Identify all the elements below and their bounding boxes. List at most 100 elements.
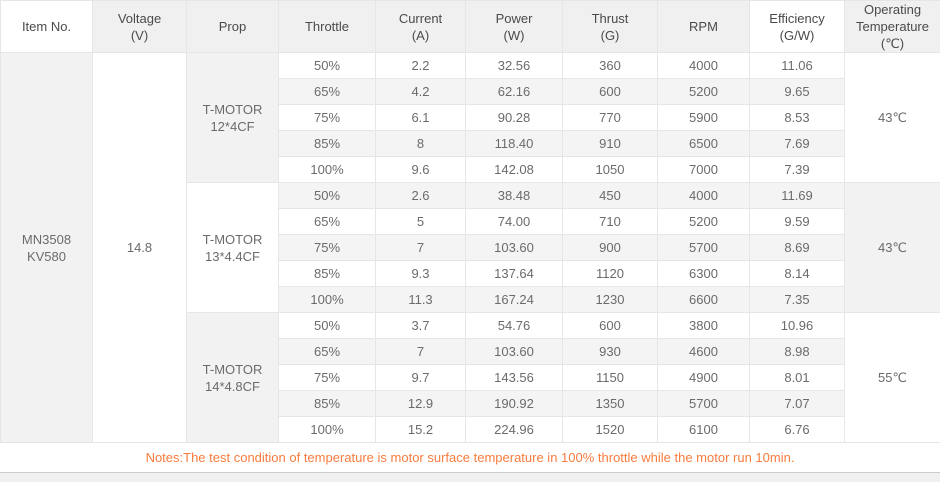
table-row: 85% 12.9 190.92 1350 5700 7.07 <box>1 390 940 417</box>
table-row: 100% 9.6 142.08 1050 7000 7.39 <box>1 156 940 183</box>
current-cell: 2.6 <box>375 182 466 209</box>
throttle-cell: 75% <box>278 364 376 391</box>
thrust-cell: 1050 <box>562 156 658 183</box>
throttle-cell: 85% <box>278 130 376 157</box>
thrust-cell: 360 <box>562 52 658 79</box>
throttle-cell: 100% <box>278 286 376 313</box>
table-header: Item No. Voltage (V) Prop Throttle Current (A)… <box>0 0 940 53</box>
efficiency-cell: 7.35 <box>749 286 845 313</box>
column-header-throttle: Throttle <box>278 0 376 53</box>
table-row: 65% 4.2 62.16 600 5200 9.65 <box>1 78 940 105</box>
column-header-operating-temperature: Operating Temperature (℃) <box>844 0 940 53</box>
column-header-voltage: Voltage (V) <box>92 0 187 53</box>
table-row: 75% 9.7 143.56 1150 4900 8.01 <box>1 364 940 391</box>
temperature-cell: 55℃ <box>844 312 940 443</box>
throttle-cell: 50% <box>278 52 376 79</box>
thrust-cell: 600 <box>562 312 658 339</box>
current-cell: 6.1 <box>375 104 466 131</box>
thrust-cell: 900 <box>562 234 658 261</box>
bottom-strip <box>0 473 940 482</box>
rpm-cell: 4600 <box>657 338 750 365</box>
table-row: 65% 7 103.60 930 4600 8.98 <box>1 338 940 365</box>
column-header-efficiency: Efficiency (G/W) <box>749 0 845 53</box>
efficiency-cell: 8.69 <box>749 234 845 261</box>
rpm-cell: 4900 <box>657 364 750 391</box>
current-cell: 5 <box>375 208 466 235</box>
prop-cell: T-MOTOR 12*4CF <box>186 52 279 183</box>
throttle-cell: 50% <box>278 312 376 339</box>
power-cell: 38.48 <box>465 182 563 209</box>
power-cell: 62.16 <box>465 78 563 105</box>
notes-text: Notes:The test condition of temperature … <box>145 450 795 465</box>
notes-row: Notes:The test condition of temperature … <box>0 443 940 473</box>
efficiency-cell: 9.65 <box>749 78 845 105</box>
motor-spec-table: Item No. Voltage (V) Prop Throttle Current (A)… <box>0 0 940 443</box>
efficiency-cell: 8.01 <box>749 364 845 391</box>
power-cell: 90.28 <box>465 104 563 131</box>
thrust-cell: 1120 <box>562 260 658 287</box>
rpm-cell: 4000 <box>657 182 750 209</box>
table-row: T-MOTOR 13*4.4CF 50% 2.6 38.48 450 4000 11.69 43… <box>1 182 940 313</box>
current-cell: 11.3 <box>375 286 466 313</box>
throttle-cell: 75% <box>278 104 376 131</box>
header-row: Item No. Voltage (V) Prop Throttle Current (A)… <box>0 0 940 53</box>
throttle-cell: 100% <box>278 416 376 443</box>
efficiency-cell: 8.53 <box>749 104 845 131</box>
current-cell: 7 <box>375 234 466 261</box>
throttle-cell: 65% <box>278 208 376 235</box>
rpm-cell: 6300 <box>657 260 750 287</box>
column-header-prop: Prop <box>186 0 279 53</box>
efficiency-cell: 7.39 <box>749 156 845 183</box>
current-cell: 9.3 <box>375 260 466 287</box>
table-row: T-MOTOR 14*4.8CF 50% 3.7 54.76 600 3800 10.96 55… <box>1 312 940 443</box>
rpm-cell: 6600 <box>657 286 750 313</box>
thrust-cell: 1350 <box>562 390 658 417</box>
efficiency-cell: 10.96 <box>749 312 845 339</box>
table-row: 75% 6.1 90.28 770 5900 8.53 <box>1 104 940 131</box>
thrust-cell: 710 <box>562 208 658 235</box>
column-header-item-no: Item No. <box>0 0 93 53</box>
power-cell: 190.92 <box>465 390 563 417</box>
thrust-cell: 1520 <box>562 416 658 443</box>
power-cell: 224.96 <box>465 416 563 443</box>
efficiency-cell: 8.98 <box>749 338 845 365</box>
prop-cell: T-MOTOR 14*4.8CF <box>186 312 279 443</box>
thrust-cell: 930 <box>562 338 658 365</box>
throttle-cell: 75% <box>278 234 376 261</box>
efficiency-cell: 7.07 <box>749 390 845 417</box>
throttle-cell: 65% <box>278 78 376 105</box>
table-body: MN3508 KV580 14.8 T-MOTOR 12*4CF 50% 2.2 32.56 3… <box>0 52 940 443</box>
table-row: 75% 7 103.60 900 5700 8.69 <box>1 234 940 261</box>
current-cell: 15.2 <box>375 416 466 443</box>
table-row: 100% 15.2 224.96 1520 6100 6.76 <box>1 416 940 443</box>
power-cell: 167.24 <box>465 286 563 313</box>
rpm-cell: 5200 <box>657 208 750 235</box>
current-cell: 7 <box>375 338 466 365</box>
thrust-cell: 1150 <box>562 364 658 391</box>
rpm-cell: 5700 <box>657 390 750 417</box>
column-header-rpm: RPM <box>657 0 750 53</box>
table-row: 85% 9.3 137.64 1120 6300 8.14 <box>1 260 940 287</box>
efficiency-cell: 9.59 <box>749 208 845 235</box>
power-cell: 118.40 <box>465 130 563 157</box>
current-cell: 2.2 <box>375 52 466 79</box>
current-cell: 9.7 <box>375 364 466 391</box>
rpm-cell: 6500 <box>657 130 750 157</box>
thrust-cell: 1230 <box>562 286 658 313</box>
efficiency-cell: 8.14 <box>749 260 845 287</box>
throttle-cell: 85% <box>278 260 376 287</box>
current-cell: 3.7 <box>375 312 466 339</box>
rpm-cell: 6100 <box>657 416 750 443</box>
power-cell: 142.08 <box>465 156 563 183</box>
temperature-cell: 43℃ <box>844 52 940 183</box>
power-cell: 103.60 <box>465 234 563 261</box>
power-cell: 74.00 <box>465 208 563 235</box>
efficiency-cell: 7.69 <box>749 130 845 157</box>
current-cell: 8 <box>375 130 466 157</box>
rpm-cell: 5700 <box>657 234 750 261</box>
power-cell: 54.76 <box>465 312 563 339</box>
voltage-cell: 14.8 <box>92 52 187 443</box>
item-no-cell: MN3508 KV580 <box>0 52 93 443</box>
column-header-power: Power (W) <box>465 0 563 53</box>
throttle-cell: 100% <box>278 156 376 183</box>
